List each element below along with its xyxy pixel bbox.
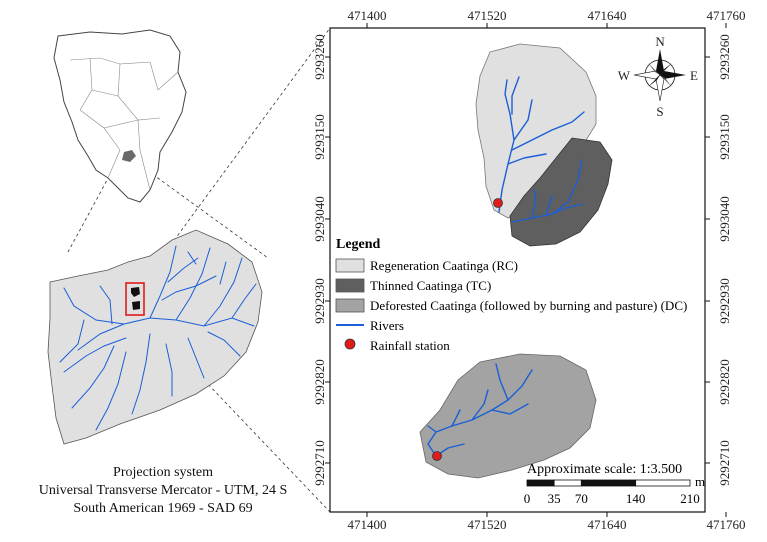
y-tick-label-right: 9292710: [717, 440, 732, 486]
compass-north-label: N: [655, 34, 665, 49]
x-tick-label-bottom: 471520: [468, 517, 507, 532]
scale-label: Approximate scale: 1:3.500: [527, 462, 682, 477]
y-tick-label-left: 9292710: [312, 440, 327, 486]
y-tick-label-right: 9293260: [717, 34, 732, 80]
scale-tick-label: 70: [575, 491, 588, 506]
basin-overview-map: [47, 229, 263, 445]
x-tick-label-top: 471520: [468, 8, 507, 23]
legend-item-label: Rainfall station: [370, 338, 450, 353]
dc-watershed: [419, 353, 597, 479]
compass-rose-icon: N S E W: [618, 34, 698, 119]
rainfall-station-marker: [493, 198, 503, 208]
x-tick-label-top: 471400: [348, 8, 387, 23]
y-tick-label-right: 9292930: [717, 278, 732, 324]
legend-title: Legend: [336, 237, 381, 252]
scale-tick-label: 140: [626, 491, 646, 506]
y-tick-label-left: 9292930: [312, 278, 327, 324]
legend-item-label: Rivers: [370, 318, 404, 333]
legend-item-label: Regeneration Caatinga (RC): [370, 258, 518, 273]
rainfall-station-marker: [432, 451, 442, 461]
y-tick-label-right: 9292820: [717, 359, 732, 405]
projection-line-1: Projection system: [113, 465, 213, 480]
legend-swatch: [335, 258, 365, 273]
projection-line-2: Universal Transverse Mercator - UTM, 24 …: [38, 483, 288, 498]
x-tick-label-bottom: 471640: [588, 517, 627, 532]
x-tick-label-bottom: 471400: [348, 517, 387, 532]
study-area-box: [125, 282, 145, 316]
x-tick-label-bottom: 471760: [707, 517, 746, 532]
scale-segment: [580, 479, 637, 487]
y-tick-label-right: 9293150: [717, 114, 732, 160]
y-tick-label-left: 9292820: [312, 359, 327, 405]
compass-west-label: W: [618, 68, 631, 83]
legend-swatch: [335, 298, 365, 313]
legend-swatch: [335, 278, 365, 293]
y-tick-label-right: 9293040: [717, 196, 732, 242]
x-tick-label-top: 471760: [707, 8, 746, 23]
y-tick-label-left: 9293260: [312, 34, 327, 80]
scale-tick-label: 0: [524, 491, 531, 506]
scale-tick-label: 210: [680, 491, 700, 506]
legend-item-label: Thinned Caatinga (TC): [370, 278, 491, 293]
legend-station-dot: [344, 338, 356, 350]
y-tick-label-left: 9293150: [312, 114, 327, 160]
rc-watershed: [475, 43, 597, 219]
legend-item-label: Deforested Caatinga (followed by burning…: [370, 298, 687, 313]
y-tick-label-left: 9293040: [312, 196, 327, 242]
legend: Legend Regeneration Caatinga (RC) Thinned…: [335, 237, 687, 353]
scale-segment: [526, 479, 555, 487]
scale-segment: [635, 479, 691, 487]
scale-tick-label: 35: [548, 491, 561, 506]
study-area-locator: [122, 150, 136, 162]
compass-south-label: S: [656, 104, 663, 119]
scale-segment: [553, 479, 582, 487]
scale-bar: Approximate scale: 1:3.500 0 35 70 140 210 m: [524, 462, 705, 506]
compass-east-label: E: [690, 68, 698, 83]
projection-line-3: South American 1969 - SAD 69: [73, 501, 253, 516]
scale-unit: m: [695, 474, 705, 489]
connector-lines: [67, 27, 331, 513]
x-tick-label-top: 471640: [588, 8, 627, 23]
state-outline-map: [53, 29, 187, 203]
tc-watershed: [509, 137, 613, 247]
